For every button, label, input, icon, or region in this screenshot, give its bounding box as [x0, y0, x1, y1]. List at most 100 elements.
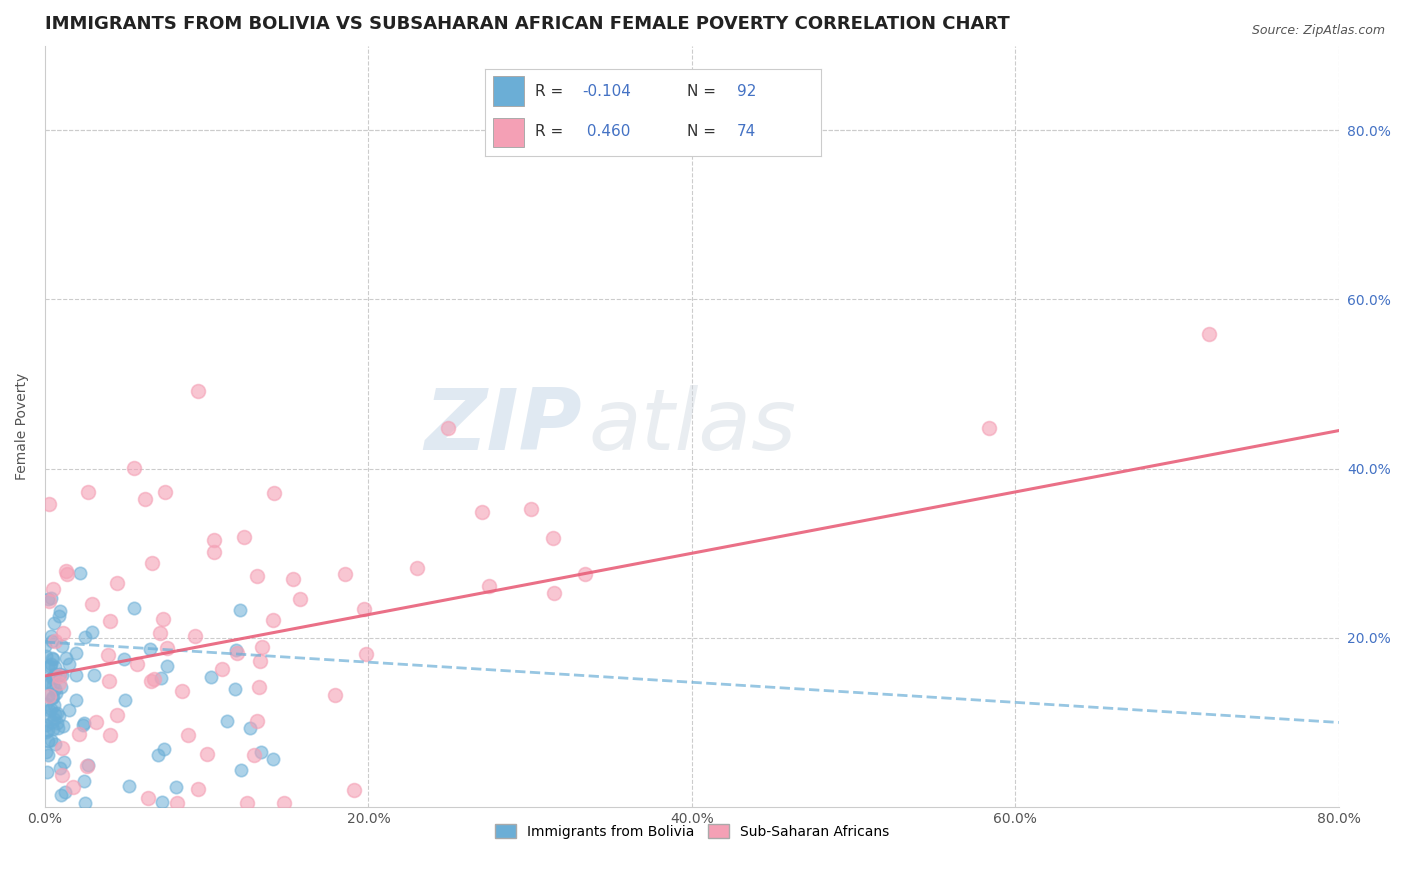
Point [41, 690, 63, 705]
Point [75, 796, 97, 810]
Point [263, 486, 285, 500]
Point [105, 576, 128, 591]
Point [41, 634, 63, 648]
Point [51, 681, 73, 695]
Point [51, 768, 73, 782]
Point [65, 646, 87, 660]
Point [39, 629, 62, 643]
Point [977, 421, 1000, 435]
Point [437, 421, 460, 435]
Point [80, 624, 103, 639]
Point [246, 714, 269, 729]
Point [39, 591, 62, 605]
Point [44, 634, 66, 648]
Point [49, 761, 72, 775]
Point [58, 703, 80, 717]
Point [195, 747, 218, 762]
Point [38, 689, 60, 703]
Point [184, 629, 207, 643]
Point [45, 716, 67, 731]
Point [42, 698, 65, 712]
Point [224, 681, 246, 696]
Point [34, 639, 56, 653]
Point [249, 654, 271, 668]
Text: IMMIGRANTS FROM BOLIVIA VS SUBSAHARAN AFRICAN FEMALE POVERTY CORRELATION CHART: IMMIGRANTS FROM BOLIVIA VS SUBSAHARAN AF… [45, 15, 1010, 33]
Point [172, 684, 194, 698]
Point [42, 678, 65, 692]
Point [51, 668, 73, 682]
Point [153, 742, 176, 756]
Point [42, 712, 65, 726]
Point [478, 579, 501, 593]
Point [354, 647, 377, 661]
Point [41, 671, 63, 685]
Text: ZIP: ZIP [425, 384, 582, 468]
Point [202, 533, 225, 548]
Point [42, 690, 65, 704]
Point [202, 545, 225, 559]
Point [62, 780, 84, 794]
Point [39, 732, 62, 747]
Point [247, 681, 270, 695]
Point [574, 566, 596, 581]
Point [519, 502, 541, 516]
Point [273, 796, 295, 810]
Point [98, 728, 121, 742]
Point [49, 667, 72, 681]
Point [42, 652, 65, 666]
Point [150, 671, 173, 685]
Point [243, 747, 266, 762]
Point [246, 568, 269, 582]
Point [38, 710, 60, 724]
Point [39, 702, 62, 716]
Point [166, 796, 188, 810]
Point [229, 763, 252, 777]
Point [48, 609, 70, 624]
Point [46, 721, 69, 735]
Point [35, 745, 58, 759]
Point [73, 773, 96, 788]
Point [288, 591, 311, 606]
Point [39, 657, 62, 671]
Point [45, 686, 67, 700]
Point [215, 714, 238, 728]
Point [37, 747, 59, 762]
Point [353, 601, 375, 615]
Point [44, 682, 66, 697]
Point [44, 738, 66, 752]
Point [55, 651, 77, 665]
Point [52, 625, 75, 640]
Point [76, 759, 98, 773]
Text: atlas: atlas [588, 384, 796, 468]
Point [51, 639, 73, 653]
Point [37, 659, 59, 673]
Point [42, 722, 65, 736]
Point [471, 505, 494, 519]
Point [37, 723, 59, 738]
Point [38, 687, 60, 701]
Point [77, 758, 100, 772]
Point [152, 612, 174, 626]
Point [225, 643, 247, 657]
Point [55, 564, 77, 578]
Point [262, 613, 284, 627]
Point [250, 640, 273, 655]
Point [44, 666, 66, 681]
Point [69, 566, 91, 580]
Point [65, 667, 87, 681]
Point [250, 745, 273, 759]
Point [38, 703, 60, 717]
Point [187, 781, 209, 796]
Point [211, 662, 233, 676]
Point [229, 603, 252, 617]
Point [226, 646, 249, 660]
Point [405, 561, 427, 575]
Point [42, 582, 65, 597]
Point [105, 708, 128, 723]
Point [76, 485, 98, 500]
Point [49, 788, 72, 802]
Point [75, 630, 97, 644]
Point [58, 657, 80, 672]
Point [45, 706, 67, 720]
Point [236, 796, 259, 810]
